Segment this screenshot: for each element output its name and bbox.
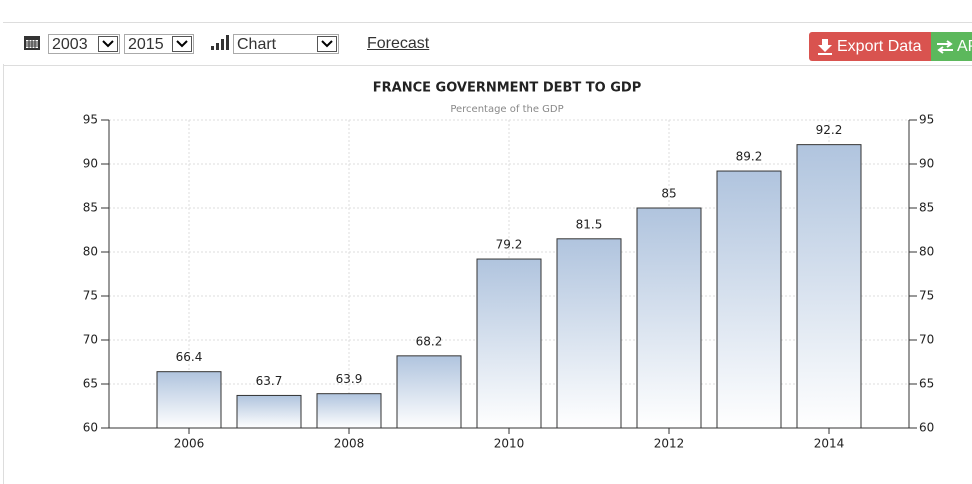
data-label: 63.9 bbox=[336, 372, 363, 386]
y-tick-label: 65 bbox=[83, 377, 98, 391]
x-tick-label: 2014 bbox=[814, 437, 845, 451]
y2-tick-label: 80 bbox=[919, 245, 934, 259]
y-tick-label: 95 bbox=[83, 113, 98, 127]
x-tick-label: 2010 bbox=[494, 437, 525, 451]
view-select[interactable]: Chart bbox=[233, 34, 339, 54]
x-tick-label: 2012 bbox=[654, 437, 685, 451]
start-year: 2003 bbox=[52, 36, 88, 53]
chart: FRANCE GOVERNMENT DEBT TO GDP Percentage… bbox=[83, 81, 935, 451]
y-tick-label: 70 bbox=[83, 333, 98, 347]
y2-tick-label: 95 bbox=[919, 113, 934, 127]
data-label: 66.4 bbox=[176, 350, 203, 364]
bar bbox=[156, 371, 222, 429]
api-button[interactable]: API bbox=[931, 32, 972, 61]
y-tick-label: 60 bbox=[83, 421, 98, 435]
calendar-icon bbox=[24, 36, 40, 50]
export-button[interactable]: Export Data bbox=[809, 32, 931, 61]
start-year-select[interactable]: 2003 bbox=[48, 34, 120, 54]
end-year-select[interactable]: 2015 bbox=[124, 34, 194, 54]
bar bbox=[396, 355, 462, 429]
bar bbox=[636, 207, 702, 429]
x-tick-label: 2006 bbox=[174, 437, 205, 451]
end-year: 2015 bbox=[128, 36, 164, 53]
data-label: 81.5 bbox=[576, 217, 603, 231]
bar bbox=[316, 393, 382, 429]
chart-title: FRANCE GOVERNMENT DEBT TO GDP bbox=[373, 81, 641, 96]
data-label: 63.7 bbox=[256, 374, 283, 388]
bar bbox=[236, 394, 302, 429]
y2-tick-label: 65 bbox=[919, 377, 934, 391]
y-tick-label: 85 bbox=[83, 201, 98, 215]
y2-tick-label: 60 bbox=[919, 421, 934, 435]
y-tick-label: 90 bbox=[83, 157, 98, 171]
x-tick-label: 2008 bbox=[334, 437, 365, 451]
chart-icon bbox=[211, 35, 229, 50]
data-label: 79.2 bbox=[496, 238, 523, 252]
y-tick-label: 80 bbox=[83, 245, 98, 259]
export-label: Export Data bbox=[837, 38, 922, 55]
y-tick-label: 75 bbox=[83, 289, 98, 303]
data-label: 92.2 bbox=[816, 123, 843, 137]
y2-tick-label: 85 bbox=[919, 201, 934, 215]
forecast-link[interactable]: Forecast bbox=[367, 35, 430, 52]
y2-tick-label: 75 bbox=[919, 289, 934, 303]
y2-tick-label: 70 bbox=[919, 333, 934, 347]
data-label: 68.2 bbox=[416, 334, 443, 348]
chart-subtitle: Percentage of the GDP bbox=[450, 104, 563, 115]
bar bbox=[556, 238, 622, 429]
data-label: 85 bbox=[661, 187, 676, 201]
toolbar: 2003 2015 Chart Forecast Export Data API bbox=[3, 22, 972, 66]
api-label: API bbox=[957, 38, 972, 55]
data-label: 89.2 bbox=[736, 150, 763, 164]
y2-tick-label: 90 bbox=[919, 157, 934, 171]
bar bbox=[716, 170, 782, 429]
bar bbox=[476, 258, 542, 429]
bar bbox=[796, 144, 862, 429]
view: Chart bbox=[237, 36, 277, 53]
chart-panel: FRANCE GOVERNMENT DEBT TO GDP Percentage… bbox=[3, 64, 972, 484]
